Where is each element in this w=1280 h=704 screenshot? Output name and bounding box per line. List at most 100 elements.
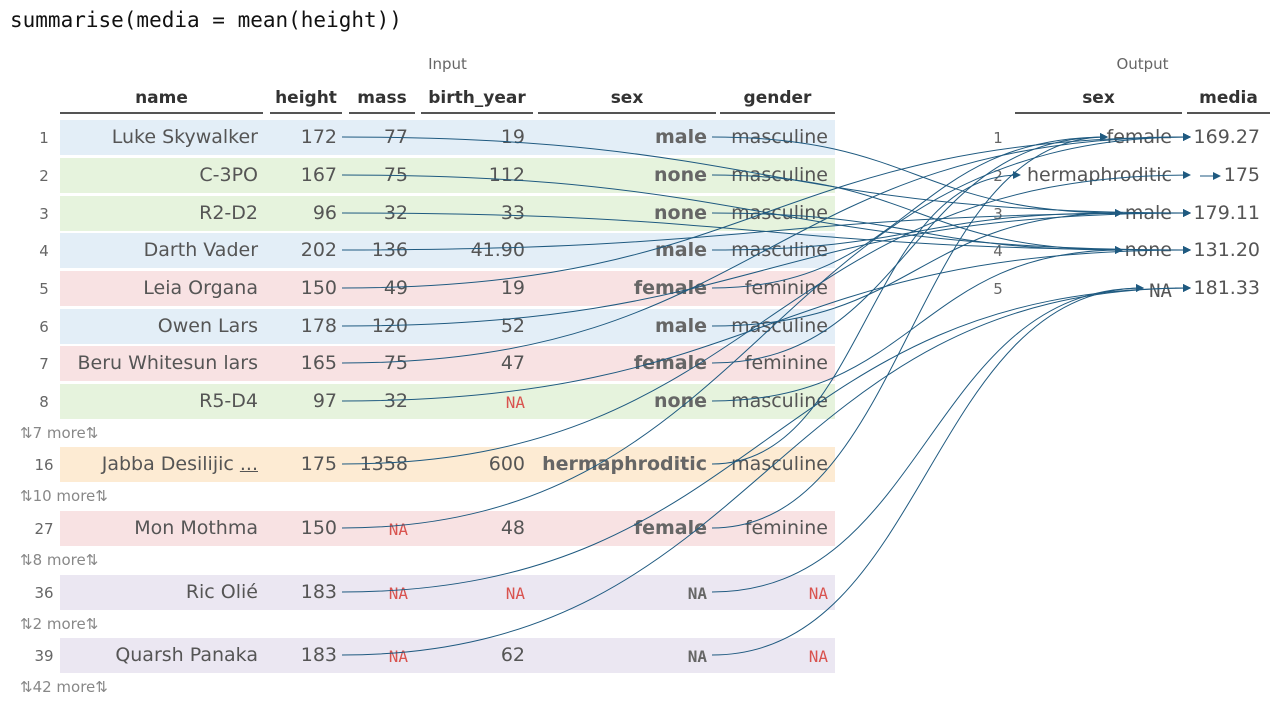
- more-rows-indicator: ⇅2 more⇅: [20, 615, 99, 633]
- row-number: 3: [39, 205, 49, 223]
- output-cell-media: 175: [1223, 164, 1260, 186]
- input-caption: Input: [428, 55, 467, 73]
- cell-mass: 120: [371, 315, 408, 337]
- cell-sex: female: [633, 352, 707, 374]
- cell-name: Ric Olié: [185, 581, 258, 603]
- cell-height: 150: [300, 517, 337, 539]
- column-header-gender: gender: [720, 88, 835, 114]
- output-row-number: 4: [993, 242, 1003, 260]
- cell-mass: 49: [383, 277, 408, 299]
- column-header-mass: mass: [349, 88, 415, 114]
- cell-sex: male: [654, 239, 707, 261]
- table-row: [60, 575, 835, 610]
- table-row: [60, 158, 835, 193]
- row-number: 7: [39, 355, 49, 373]
- cell-height: 172: [300, 126, 337, 148]
- cell-mass: NA: [388, 520, 408, 539]
- cell-mass: NA: [388, 647, 408, 666]
- more-rows-indicator: ⇅42 more⇅: [20, 678, 108, 696]
- cell-sex: NA: [687, 647, 707, 666]
- row-number: 5: [39, 280, 49, 298]
- cell-sex: female: [633, 517, 707, 539]
- cell-sex: none: [654, 164, 707, 186]
- cell-sex: NA: [687, 584, 707, 603]
- cell-sex: hermaphroditic: [542, 453, 707, 475]
- cell-gender: feminine: [744, 277, 828, 299]
- cell-sex: female: [633, 277, 707, 299]
- cell-gender: feminine: [744, 352, 828, 374]
- cell-name: Leia Organa: [143, 277, 258, 299]
- cell-birth-year: 48: [500, 517, 525, 539]
- row-number: 39: [34, 647, 54, 665]
- row-number: 27: [34, 520, 54, 538]
- cell-mass: 32: [383, 202, 408, 224]
- table-row: [60, 384, 835, 419]
- row-number: 16: [34, 456, 54, 474]
- cell-gender: feminine: [744, 517, 828, 539]
- cell-birth-year: 41.90: [470, 239, 525, 261]
- cell-gender: NA: [808, 647, 828, 666]
- table-row: [60, 196, 835, 231]
- output-cell-sex: female: [1106, 126, 1173, 148]
- cell-name: C-3PO: [199, 164, 258, 186]
- output-cell-media: 179.11: [1193, 202, 1260, 224]
- column-header-sex: sex: [538, 88, 716, 114]
- cell-birth-year: 19: [500, 126, 525, 148]
- cell-birth-year: NA: [505, 584, 525, 603]
- cell-gender: masculine: [731, 390, 828, 412]
- cell-name: Owen Lars: [157, 315, 258, 337]
- code-expression: summarise(media = mean(height)): [10, 8, 402, 32]
- cell-sex: male: [654, 126, 707, 148]
- output-cell-media: 181.33: [1193, 277, 1260, 299]
- cell-height: 165: [300, 352, 337, 374]
- row-number: 2: [39, 167, 49, 185]
- cell-mass: 75: [383, 352, 408, 374]
- cell-name: Beru Whitesun lars: [77, 352, 258, 374]
- output-cell-sex: none: [1124, 239, 1172, 261]
- cell-mass: 136: [371, 239, 408, 261]
- cell-sex: male: [654, 315, 707, 337]
- cell-height: 150: [300, 277, 337, 299]
- cell-birth-year: 19: [500, 277, 525, 299]
- output-cell-media: 169.27: [1193, 126, 1260, 148]
- cell-height: 96: [312, 202, 337, 224]
- output-cell-sex: hermaphroditic: [1027, 164, 1172, 186]
- cell-birth-year: NA: [505, 393, 525, 412]
- cell-gender: NA: [808, 584, 828, 603]
- cell-height: 178: [300, 315, 337, 337]
- output-cell-media: 131.20: [1193, 239, 1260, 261]
- cell-sex: none: [654, 202, 707, 224]
- cell-height: 183: [300, 644, 337, 666]
- more-rows-indicator: ⇅8 more⇅: [20, 551, 99, 569]
- cell-name: Quarsh Panaka: [115, 644, 258, 666]
- column-header-birth-year: birth_year: [421, 88, 533, 114]
- cell-sex: none: [654, 390, 707, 412]
- output-row-number: 3: [993, 205, 1003, 223]
- cell-height: 167: [300, 164, 337, 186]
- cell-mass: NA: [388, 584, 408, 603]
- cell-birth-year: 112: [488, 164, 525, 186]
- cell-gender: masculine: [731, 202, 828, 224]
- cell-name: Luke Skywalker: [111, 126, 258, 148]
- cell-mass: 1358: [359, 453, 408, 475]
- cell-birth-year: 52: [500, 315, 525, 337]
- output-cell-sex: male: [1124, 202, 1172, 224]
- output-header-media: media: [1187, 88, 1270, 114]
- cell-mass: 77: [383, 126, 408, 148]
- cell-height: 183: [300, 581, 337, 603]
- cell-height: 175: [300, 453, 337, 475]
- output-row-number: 2: [993, 167, 1003, 185]
- cell-gender: masculine: [731, 164, 828, 186]
- cell-gender: masculine: [731, 453, 828, 475]
- cell-birth-year: 33: [500, 202, 525, 224]
- cell-name: Darth Vader: [143, 239, 258, 261]
- cell-birth-year: 600: [488, 453, 525, 475]
- output-row-number: 1: [993, 129, 1003, 147]
- cell-mass: 32: [383, 390, 408, 412]
- cell-name: R5-D4: [199, 390, 258, 412]
- cell-name: R2-D2: [199, 202, 258, 224]
- output-cell-sex: NA: [1149, 280, 1172, 302]
- cell-birth-year: 62: [500, 644, 525, 666]
- cell-name: Mon Mothma: [134, 517, 258, 539]
- row-number: 8: [39, 393, 49, 411]
